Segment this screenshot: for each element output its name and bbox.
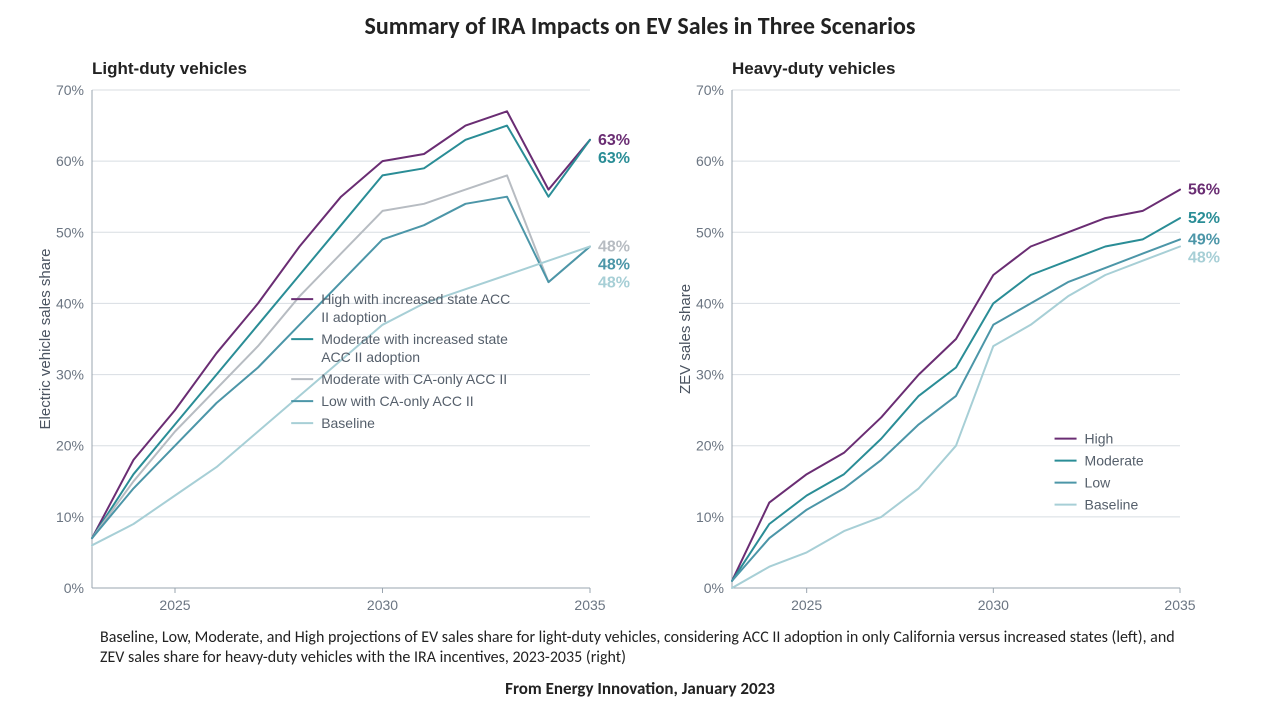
svg-text:Moderate with CA-only ACC II: Moderate with CA-only ACC II bbox=[321, 371, 507, 387]
svg-text:40%: 40% bbox=[696, 295, 724, 311]
svg-text:Baseline: Baseline bbox=[321, 415, 375, 431]
svg-text:20%: 20% bbox=[696, 438, 724, 454]
svg-text:High: High bbox=[1085, 431, 1114, 447]
svg-text:2030: 2030 bbox=[978, 597, 1009, 613]
svg-text:Baseline: Baseline bbox=[1085, 497, 1139, 513]
svg-text:60%: 60% bbox=[56, 153, 84, 169]
series-line bbox=[732, 190, 1180, 581]
svg-text:10%: 10% bbox=[696, 509, 724, 525]
svg-text:20%: 20% bbox=[56, 438, 84, 454]
y-axis-label: Electric vehicle sales share bbox=[37, 249, 54, 430]
right-chart: Heavy-duty vehicles 0% 10% 20% 30% 40% 50% 60% 7… bbox=[670, 58, 1250, 618]
series-line bbox=[732, 239, 1180, 581]
svg-text:30%: 30% bbox=[56, 367, 84, 383]
svg-text:60%: 60% bbox=[696, 153, 724, 169]
series-end-label: 48% bbox=[598, 239, 630, 256]
svg-text:50%: 50% bbox=[696, 224, 724, 240]
svg-text:High with increased state ACC: High with increased state ACC bbox=[321, 291, 510, 307]
series-end-label: 52% bbox=[1188, 210, 1220, 227]
y-axis-label: ZEV sales share bbox=[677, 284, 694, 394]
svg-text:Low with CA-only ACC II: Low with CA-only ACC II bbox=[321, 393, 474, 409]
panel-title: Heavy-duty vehicles bbox=[732, 59, 895, 78]
svg-text:0%: 0% bbox=[64, 580, 84, 596]
left-chart: Light-duty vehicles 0% 10% 20% 30% 40% 50% 60% 7… bbox=[30, 58, 660, 618]
page-title: Summary of IRA Impacts on EV Sales in Th… bbox=[0, 12, 1280, 41]
panel-title: Light-duty vehicles bbox=[92, 59, 247, 78]
svg-text:70%: 70% bbox=[696, 82, 724, 98]
svg-text:50%: 50% bbox=[56, 224, 84, 240]
svg-text:Moderate: Moderate bbox=[1085, 453, 1144, 469]
svg-text:Low: Low bbox=[1085, 475, 1112, 491]
svg-text:70%: 70% bbox=[56, 82, 84, 98]
svg-text:2035: 2035 bbox=[574, 597, 605, 613]
series-end-label: 63% bbox=[598, 150, 630, 167]
series-end-label: 56% bbox=[1188, 182, 1220, 199]
svg-text:10%: 10% bbox=[56, 509, 84, 525]
svg-text:2035: 2035 bbox=[1164, 597, 1195, 613]
charts-row: Light-duty vehicles 0% 10% 20% 30% 40% 50% 60% 7… bbox=[30, 58, 1250, 618]
series-end-label: 63% bbox=[598, 132, 630, 149]
legend: High Moderate Low Baseline bbox=[1055, 431, 1144, 513]
svg-text:2025: 2025 bbox=[791, 597, 822, 613]
svg-text:II adoption: II adoption bbox=[321, 309, 386, 325]
series-end-label: 49% bbox=[1188, 231, 1220, 248]
svg-text:ACC II adoption: ACC II adoption bbox=[321, 349, 420, 365]
series-end-label: 48% bbox=[598, 257, 630, 274]
svg-text:2025: 2025 bbox=[159, 597, 190, 613]
svg-text:2030: 2030 bbox=[367, 597, 398, 613]
series-line bbox=[732, 247, 1180, 589]
series-end-label: 48% bbox=[1188, 249, 1220, 266]
figure-caption: Baseline, Low, Moderate, and High projec… bbox=[100, 628, 1180, 668]
legend: High with increased state ACC II adoption… bbox=[291, 291, 510, 431]
series-line bbox=[92, 197, 590, 539]
svg-text:30%: 30% bbox=[696, 367, 724, 383]
figure-source: From Energy Innovation, January 2023 bbox=[0, 678, 1280, 699]
svg-text:0%: 0% bbox=[704, 580, 724, 596]
svg-text:Moderate with increased state: Moderate with increased state bbox=[321, 331, 508, 347]
series-end-label: 48% bbox=[598, 275, 630, 292]
svg-text:40%: 40% bbox=[56, 295, 84, 311]
